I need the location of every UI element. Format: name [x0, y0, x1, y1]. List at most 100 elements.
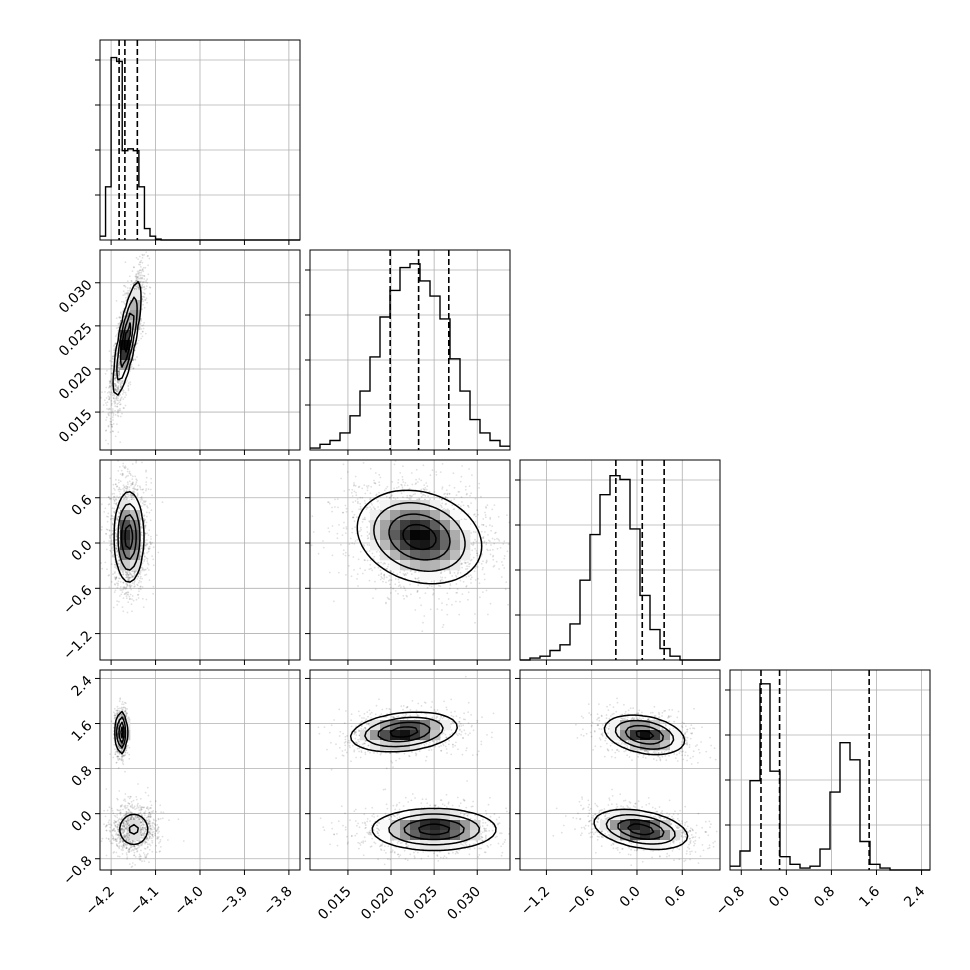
sample-point [127, 829, 130, 831]
sample-point [138, 587, 140, 590]
sample-point [114, 379, 117, 382]
sample-point [117, 388, 120, 391]
sample-point [107, 454, 109, 456]
sample-point [140, 526, 143, 528]
sample-point [109, 753, 111, 755]
sample-point [121, 853, 124, 855]
sample-point [143, 821, 146, 823]
sample-point [112, 737, 115, 740]
sample-point [108, 390, 110, 393]
sample-point [119, 814, 122, 816]
sample-point [131, 865, 134, 868]
sample-point [122, 828, 124, 830]
sample-point [140, 269, 143, 272]
sample-point [141, 257, 144, 259]
sample-point [121, 743, 124, 746]
sample-point [150, 543, 152, 545]
sample-point [144, 830, 147, 833]
sample-point [116, 752, 119, 754]
sample-point [144, 332, 147, 335]
sample-point [141, 308, 144, 310]
sample-point [117, 409, 119, 412]
sample-point [158, 836, 160, 838]
sample-point [144, 556, 146, 558]
sample-point [116, 549, 119, 552]
sample-point [124, 465, 127, 468]
sample-point [141, 562, 144, 565]
sample-point [140, 317, 142, 320]
sample-point [142, 270, 145, 273]
sample-point [144, 840, 147, 843]
sample-point [116, 710, 119, 712]
sample-point [103, 511, 106, 513]
sample-point [129, 586, 132, 589]
sample-point [109, 477, 112, 480]
sample-point [117, 836, 120, 839]
panel-frame [99, 459, 301, 661]
sample-point [109, 840, 111, 843]
sample-point [117, 372, 120, 374]
sample-point [140, 821, 143, 824]
sample-point [145, 598, 148, 601]
sample-point [116, 410, 119, 413]
sample-point [130, 474, 132, 476]
sample-point [137, 783, 139, 785]
sample-point [126, 583, 128, 585]
sample-point [127, 828, 129, 831]
sample-point [145, 488, 148, 490]
sample-point [119, 383, 122, 385]
sample-point [112, 549, 114, 552]
sample-point [144, 568, 147, 571]
sample-point [114, 401, 117, 404]
sample-point [123, 829, 125, 831]
sample-point [124, 823, 127, 825]
sample-point [113, 743, 116, 746]
sample-point [118, 512, 121, 515]
sample-point [117, 562, 120, 565]
sample-point [119, 577, 121, 580]
contour-level-0 [113, 491, 145, 583]
sample-point [148, 831, 151, 833]
sample-point [129, 473, 132, 475]
scatter-panel-3-0 [95, 669, 301, 875]
sample-point [116, 551, 118, 553]
sample-point [116, 838, 118, 840]
sample-point [143, 501, 145, 503]
sample-point [119, 742, 122, 745]
sample-point [119, 747, 122, 750]
sample-point [122, 474, 124, 476]
sample-point [113, 349, 115, 351]
sample-point [117, 767, 120, 769]
sample-point [126, 823, 128, 826]
sample-point [147, 813, 150, 816]
sample-point [106, 528, 109, 531]
sample-point [159, 840, 162, 843]
sample-point [133, 281, 136, 284]
sample-point [137, 488, 139, 491]
sample-point [150, 488, 152, 491]
sample-point [119, 840, 122, 843]
sample-point [141, 286, 144, 289]
sample-point [145, 285, 148, 287]
sample-point [130, 816, 133, 819]
sample-point [131, 576, 134, 579]
sample-point [112, 358, 114, 361]
sample-point [117, 402, 120, 405]
sample-point [120, 755, 123, 758]
sample-point [141, 527, 144, 530]
sample-point [135, 478, 138, 481]
sample-point [114, 563, 117, 566]
sample-point [113, 495, 116, 498]
sample-point [109, 420, 112, 423]
sample-point [110, 514, 113, 517]
sample-point [143, 293, 146, 295]
sample-point [115, 567, 118, 570]
sample-point [148, 861, 150, 864]
sample-point [122, 465, 124, 467]
panel-frame [309, 249, 511, 451]
sample-point [161, 501, 164, 504]
sample-point [116, 713, 118, 715]
sample-point [128, 595, 131, 598]
sample-point [109, 826, 111, 829]
sample-point [101, 503, 103, 506]
